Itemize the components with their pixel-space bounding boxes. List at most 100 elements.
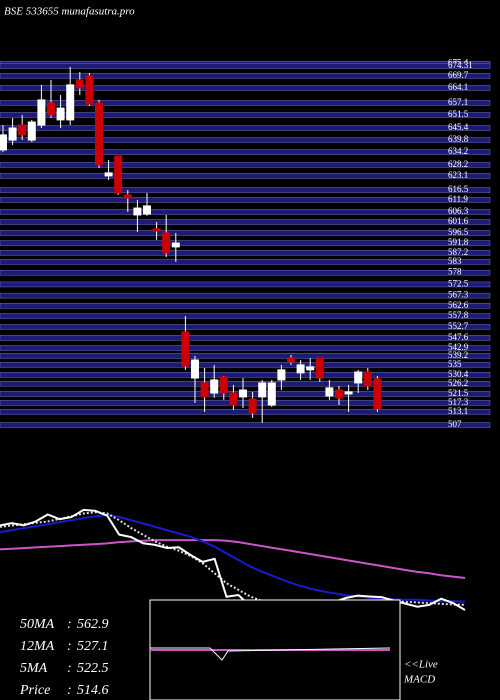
candle-body (75, 79, 84, 89)
y-tick-label: 562.6 (448, 300, 469, 310)
candle-body (210, 379, 219, 394)
candle-body (143, 205, 151, 215)
grid-line (0, 173, 491, 179)
grid-line (0, 259, 491, 265)
candle-body (85, 75, 94, 105)
candle-body (306, 366, 315, 371)
grid-line (0, 335, 491, 341)
y-tick-label: 591.8 (448, 237, 469, 247)
grid-line (0, 400, 491, 406)
candle-body (258, 382, 267, 398)
candle-body (162, 232, 171, 254)
candle-body (354, 371, 363, 384)
y-tick-label: 611.9 (448, 194, 468, 204)
grid-line (0, 63, 491, 69)
y-tick-label: 517.3 (448, 397, 469, 407)
candle-body (27, 121, 36, 141)
candle-body (0, 134, 7, 151)
grid-line (0, 209, 491, 215)
candle-body (114, 155, 123, 194)
legend-label: 5MA (20, 661, 48, 676)
candle-body (200, 382, 209, 398)
y-tick-label: 606.3 (448, 206, 469, 216)
candle-body (66, 84, 75, 121)
grid-line (0, 137, 491, 143)
grid-line (0, 313, 491, 319)
y-tick-label: 583 (448, 256, 462, 266)
y-tick-label: 572.5 (448, 279, 469, 289)
y-tick-label: 675.4 (448, 58, 469, 68)
legend-separator: : (67, 683, 72, 698)
grid-line (0, 302, 491, 309)
y-tick-label: 507 (448, 419, 462, 429)
candle-body (287, 357, 295, 363)
y-tick-label: 539.2 (448, 350, 468, 360)
chart-title: BSE 533655 munafasutra.pro (4, 6, 135, 18)
grid-line (0, 250, 491, 256)
grid-line (0, 187, 491, 193)
candle-body (37, 99, 46, 126)
grid-line (0, 345, 491, 351)
grid-line (0, 149, 491, 155)
y-tick-label: 651.5 (448, 109, 469, 119)
grid-line (0, 219, 491, 225)
candle-body (104, 172, 113, 177)
candle-body (133, 207, 142, 216)
y-tick-label: 596.5 (448, 227, 469, 237)
grid-line (0, 292, 491, 299)
candle-body (219, 376, 228, 394)
grid-line (0, 162, 491, 168)
legend-value: 527.1 (77, 639, 109, 654)
grid-line (0, 197, 491, 203)
grid-line (0, 372, 491, 378)
candle-body (267, 382, 276, 406)
ma-line (0, 539, 466, 579)
grid-line (0, 281, 491, 288)
macd-signal (150, 647, 391, 661)
candle-body (315, 357, 324, 379)
candle-body (152, 228, 161, 232)
candle-body (47, 102, 55, 116)
candle-body (325, 387, 334, 397)
candle-body (335, 389, 343, 399)
grid-line (0, 125, 491, 131)
y-tick-label: 587.2 (448, 247, 468, 257)
legend-label: 12MA (20, 639, 55, 654)
candle-body (171, 242, 180, 248)
legend-label: 50MA (20, 617, 55, 632)
y-tick-label: 521.5 (448, 388, 469, 398)
grid-line (0, 269, 491, 276)
candle-body (181, 331, 190, 367)
grid-line (0, 409, 491, 415)
y-tick-label: 664.1 (448, 82, 468, 92)
grid-line (0, 240, 491, 246)
legend-value: 562.9 (77, 617, 109, 632)
candle-body (296, 364, 305, 374)
y-tick-label: 639.8 (448, 134, 469, 144)
candle-body (123, 194, 132, 199)
candle-body (56, 107, 65, 121)
y-tick-label: 578 (448, 267, 462, 277)
y-tick-label: 601.6 (448, 216, 469, 226)
candle-body (373, 378, 382, 410)
y-tick-label: 557.8 (448, 310, 469, 320)
y-tick-label: 657.1 (448, 97, 468, 107)
y-tick-label: 623.1 (448, 170, 468, 180)
legend-value: 522.5 (77, 661, 109, 676)
y-tick-label: 513.1 (448, 406, 468, 416)
y-tick-label: 526.2 (448, 378, 468, 388)
y-tick-label: 645.4 (448, 122, 469, 132)
candle-body (239, 389, 247, 398)
candle-body (248, 398, 257, 414)
macd-label: MACD (403, 674, 435, 686)
grid-line (0, 73, 491, 79)
legend-separator: : (67, 661, 72, 676)
y-tick-label: 674.31 (448, 60, 473, 70)
price-line (0, 508, 466, 613)
y-tick-label: 535 (448, 359, 462, 369)
legend-separator: : (67, 617, 72, 632)
candle-body (277, 369, 286, 381)
